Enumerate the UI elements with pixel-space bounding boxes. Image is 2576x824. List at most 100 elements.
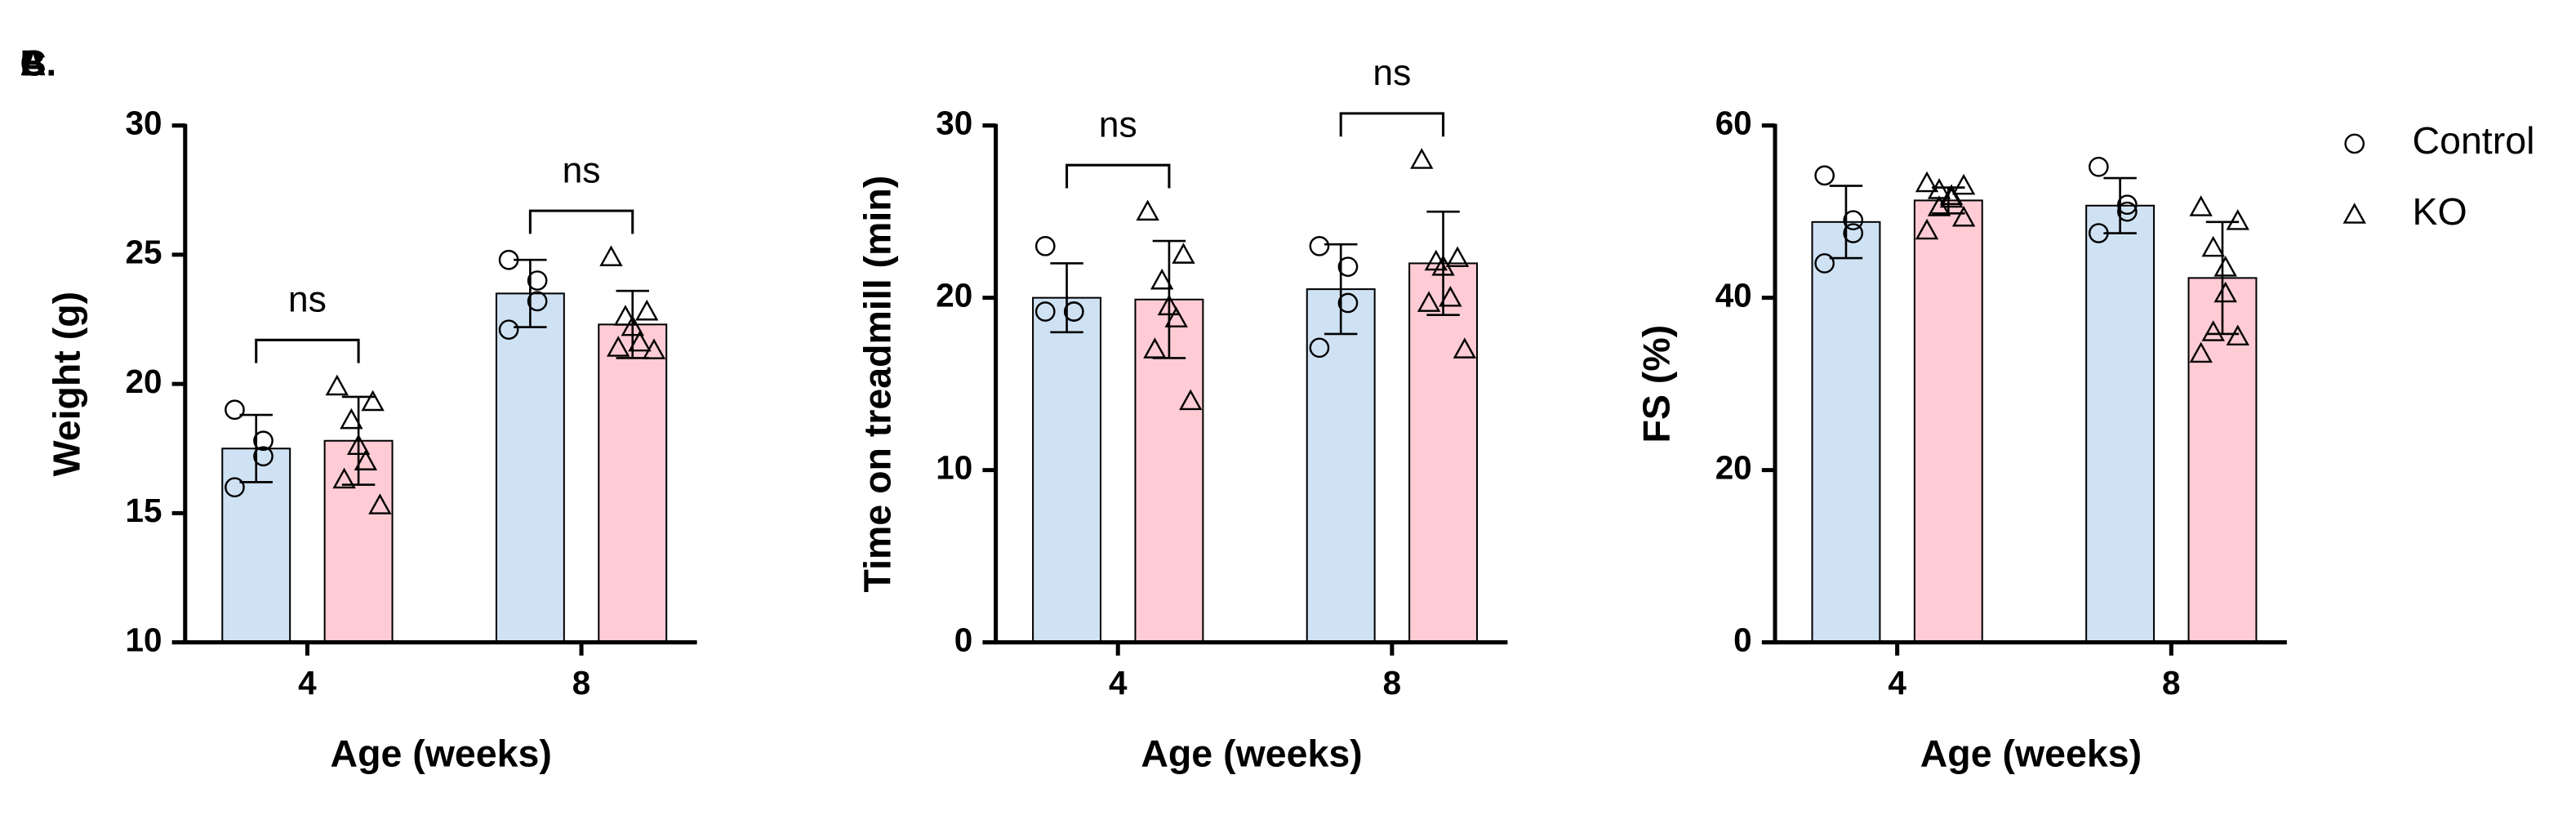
x-tick-label: 8	[2162, 664, 2181, 702]
x-tick-label: 8	[1383, 664, 1402, 702]
data-point	[1814, 253, 1835, 274]
x-tick-label: 8	[572, 664, 591, 702]
x-axis-title: Age (weeks)	[1141, 732, 1362, 774]
y-tick-label: 60	[1715, 104, 1752, 141]
bar	[2085, 204, 2156, 644]
significance-label: ns	[288, 280, 327, 320]
data-point	[1063, 301, 1084, 322]
data-point	[2226, 324, 2249, 346]
y-tick-label: 20	[1715, 448, 1752, 486]
significance-label: ns	[1099, 105, 1137, 145]
significance-bracket	[1066, 163, 1171, 189]
significance-bracket	[528, 209, 634, 234]
data-point	[1843, 210, 1864, 231]
y-tick-label: 40	[1715, 276, 1752, 314]
y-tick-label: 20	[125, 363, 162, 400]
data-point	[1337, 292, 1359, 314]
data-point	[1136, 199, 1159, 221]
significance-bracket	[255, 338, 360, 363]
data-point	[1034, 236, 1056, 256]
data-point	[1939, 186, 1964, 208]
data-point	[628, 330, 652, 352]
significance-label: ns	[1373, 53, 1411, 93]
data-point	[1337, 256, 1359, 278]
legend-label: Control	[2413, 119, 2535, 162]
data-point	[2226, 209, 2249, 230]
data-point	[2189, 195, 2213, 216]
data-point	[1150, 268, 1174, 290]
data-point	[527, 270, 548, 291]
y-axis-title: Time on treadmill (min)	[856, 176, 898, 593]
data-point	[361, 390, 385, 412]
significance-label: ns	[563, 150, 601, 190]
data-point	[354, 449, 378, 470]
bar	[495, 292, 565, 644]
data-point	[1445, 246, 1470, 268]
data-point	[2117, 201, 2138, 222]
bar	[1811, 220, 1881, 644]
y-tick-label: 10	[936, 448, 972, 486]
data-point	[253, 430, 274, 452]
y-axis-title: FS (%)	[1635, 325, 1678, 443]
data-point	[1172, 243, 1195, 264]
legend-marker	[2342, 203, 2366, 224]
x-axis-title: Age (weeks)	[1920, 732, 2142, 774]
y-tick-label: 25	[125, 234, 162, 271]
bar	[1913, 199, 1983, 644]
data-point	[340, 408, 363, 430]
data-point	[2213, 256, 2237, 277]
data-point	[1309, 236, 1330, 256]
data-point	[2201, 320, 2225, 341]
data-point	[1439, 286, 1462, 307]
data-point	[1951, 205, 1976, 227]
bar	[598, 323, 668, 644]
data-point	[2088, 156, 2109, 177]
data-point	[613, 305, 638, 326]
data-point	[1034, 301, 1056, 322]
panel-label: C.	[20, 44, 56, 84]
data-point	[1814, 165, 1835, 186]
data-point	[325, 374, 349, 396]
data-point	[2201, 235, 2225, 257]
y-tick-label: 30	[125, 104, 162, 141]
data-point	[635, 299, 659, 321]
data-point	[1951, 173, 1976, 195]
data-point	[225, 399, 245, 421]
data-point	[253, 446, 274, 467]
bar	[1032, 296, 1102, 644]
bar	[1306, 288, 1376, 644]
x-tick-label: 4	[1109, 664, 1128, 702]
data-point	[225, 477, 245, 498]
y-tick-label: 30	[936, 104, 972, 141]
data-point	[1453, 337, 1477, 359]
data-point	[498, 319, 519, 341]
data-point	[2189, 341, 2213, 363]
data-point	[1915, 218, 1939, 240]
x-tick-label: 4	[1888, 664, 1906, 702]
data-point	[1843, 223, 1864, 243]
data-point	[1417, 291, 1441, 312]
y-tick-label: 0	[1733, 621, 1751, 658]
data-point	[1915, 171, 1939, 193]
y-tick-label: 0	[954, 621, 973, 658]
y-tick-label: 20	[936, 276, 972, 314]
data-point	[607, 336, 630, 357]
data-point	[368, 493, 392, 514]
data-point	[1179, 389, 1203, 411]
x-axis-title: Age (weeks)	[331, 732, 552, 774]
data-point	[1164, 306, 1188, 327]
data-point	[2213, 281, 2237, 303]
data-point	[1927, 195, 1951, 216]
legend-marker	[2344, 133, 2365, 154]
legend-label: KO	[2413, 190, 2467, 233]
data-point	[1410, 148, 1434, 169]
bar	[1408, 262, 1479, 644]
y-tick-label: 15	[125, 492, 162, 529]
data-point	[642, 338, 666, 359]
panel-label: A.	[20, 44, 56, 84]
data-point	[1309, 337, 1330, 359]
panel-label: B.	[20, 44, 56, 84]
data-point	[599, 245, 623, 266]
y-axis-title: Weight (g)	[46, 292, 88, 476]
